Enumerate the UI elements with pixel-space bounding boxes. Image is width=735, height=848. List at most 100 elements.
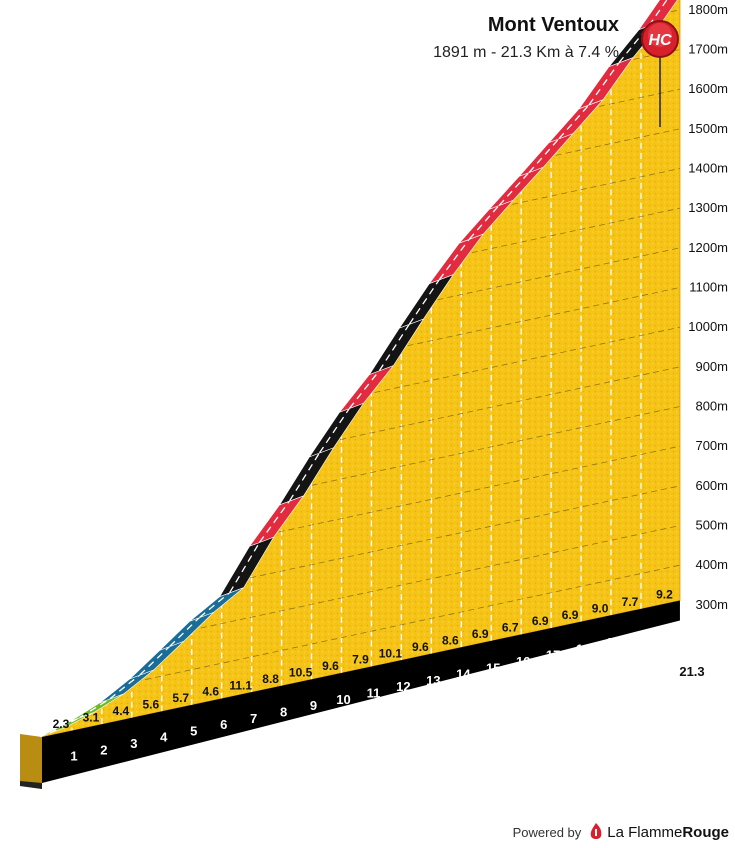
x-tick-label: 6 — [220, 717, 227, 732]
x-tick-label: 13 — [426, 673, 440, 688]
road-centre-line — [49, 716, 81, 734]
road-centre-line — [319, 407, 351, 454]
altitude-grid-line — [230, 485, 681, 583]
y-tick-label: 900m — [695, 359, 728, 374]
labels-layer: 300m400m500m600m700m800m900m1000m1100m12… — [53, 2, 728, 764]
y-tick-label: 1400m — [688, 160, 728, 175]
x-tick-label: 8 — [280, 704, 287, 719]
climb-stats: 1891 m - 21.3 Km à 7.4 % — [433, 44, 619, 61]
road-centre-line — [109, 674, 141, 700]
grade-label: 9.2 — [656, 588, 673, 602]
road-centre-line — [408, 279, 440, 325]
y-tick-label: 700m — [695, 438, 728, 453]
road-centre-line — [259, 500, 291, 543]
powered-by-label: Powered by — [512, 824, 582, 840]
x-tick-label: 18 — [576, 641, 590, 656]
x-tick-label: 12 — [396, 679, 410, 694]
road-centre-line — [498, 171, 530, 206]
road-centre-line — [348, 370, 380, 409]
x-tick-label: 14 — [456, 667, 471, 682]
x-tick-label: 2 — [100, 742, 107, 757]
profile-side-face — [20, 734, 42, 789]
road-centre-line — [438, 238, 470, 280]
x-tick-label: 16 — [516, 654, 530, 669]
grade-label: 5.7 — [172, 691, 189, 705]
x-tick-label: 11 — [367, 686, 381, 701]
grade-label: 7.9 — [352, 653, 369, 667]
altitude-grid-line — [354, 326, 681, 398]
climb-title: Mont Ventoux — [487, 14, 619, 36]
road-centre-line — [558, 104, 590, 139]
flame-logo-icon — [591, 823, 602, 839]
altitude-grid-line — [125, 564, 681, 685]
grade-label: 8.6 — [442, 633, 459, 647]
x-tick-label: 17 — [546, 648, 560, 663]
road-centre-line — [229, 541, 261, 593]
x-tick-label: 20 — [636, 629, 650, 644]
distance-base-layer — [20, 600, 680, 789]
road-centre-line — [79, 698, 111, 719]
grade-label: 9.6 — [322, 659, 339, 673]
road-centre-line — [199, 592, 231, 618]
footer-branding: Powered by La FlammeRouge — [513, 822, 729, 842]
road-centre-line — [139, 645, 171, 676]
distance-base-side — [20, 781, 42, 789]
grade-label: 6.9 — [532, 614, 549, 628]
y-tick-label: 400m — [695, 557, 728, 572]
altitude-grid-line — [536, 128, 681, 160]
grade-label: 4.4 — [113, 704, 130, 718]
grade-label: 11.1 — [229, 678, 252, 692]
grade-label: 10.1 — [379, 646, 403, 660]
grade-label: 8.8 — [262, 672, 279, 686]
y-tick-label: 1100m — [689, 279, 728, 294]
grade-label: 9.6 — [412, 640, 429, 654]
x-tick-label: 5 — [190, 723, 197, 738]
x-tick-label: 3 — [130, 736, 137, 751]
y-tick-label: 1300m — [688, 200, 728, 215]
altitude-grid-line — [417, 247, 681, 305]
road-centre-line — [378, 323, 410, 371]
x-tick-label: 7 — [250, 711, 257, 726]
y-tick-label: 1700m — [688, 41, 728, 56]
grade-label: 10.5 — [289, 666, 313, 680]
x-tick-label: 15 — [486, 660, 500, 675]
road-centre-line — [528, 138, 560, 173]
grade-label: 2.3 — [53, 717, 70, 731]
altitude-grid-line — [259, 445, 681, 537]
y-tick-label: 800m — [695, 398, 728, 413]
altitude-grid-line — [452, 207, 681, 258]
category-badge-layer: HC — [641, 20, 679, 127]
road-centre-line — [169, 616, 201, 647]
grade-label: 7.7 — [622, 595, 639, 609]
altitude-grid-line — [181, 525, 681, 633]
altitude-grid-line — [320, 366, 681, 445]
brand-link[interactable]: La FlammeRouge — [589, 822, 729, 842]
y-tick-label: 1500m — [688, 121, 728, 136]
altitude-grid-line — [291, 406, 681, 490]
grade-label: 6.9 — [562, 608, 579, 622]
category-badge-label: HC — [648, 32, 672, 49]
brand-name: La FlammeRouge — [607, 823, 729, 841]
y-tick-label: 1800m — [688, 2, 728, 17]
y-tick-label: 1600m — [688, 81, 728, 96]
road-centre-line — [588, 62, 620, 106]
y-tick-label: 500m — [695, 518, 728, 533]
altitude-grid-line — [492, 168, 681, 209]
road-centre-line — [289, 452, 321, 502]
y-tick-label: 1000m — [688, 319, 728, 334]
y-tick-label: 1200m — [688, 240, 728, 255]
grade-label: 3.1 — [83, 710, 100, 724]
road-centre-line — [468, 204, 500, 240]
y-tick-label: 300m — [695, 597, 728, 612]
grade-label: 5.6 — [142, 698, 159, 712]
x-tick-label: 4 — [160, 730, 168, 745]
grade-label: 6.7 — [502, 621, 519, 635]
grade-label: 6.9 — [472, 627, 489, 641]
grade-label: 9.0 — [592, 601, 609, 615]
altitude-grid-line — [579, 88, 681, 111]
x-end-label: 21.3 — [679, 664, 704, 679]
x-tick-label: 1 — [70, 749, 77, 764]
x-tick-label: 9 — [310, 698, 317, 713]
distance-base — [42, 600, 680, 783]
